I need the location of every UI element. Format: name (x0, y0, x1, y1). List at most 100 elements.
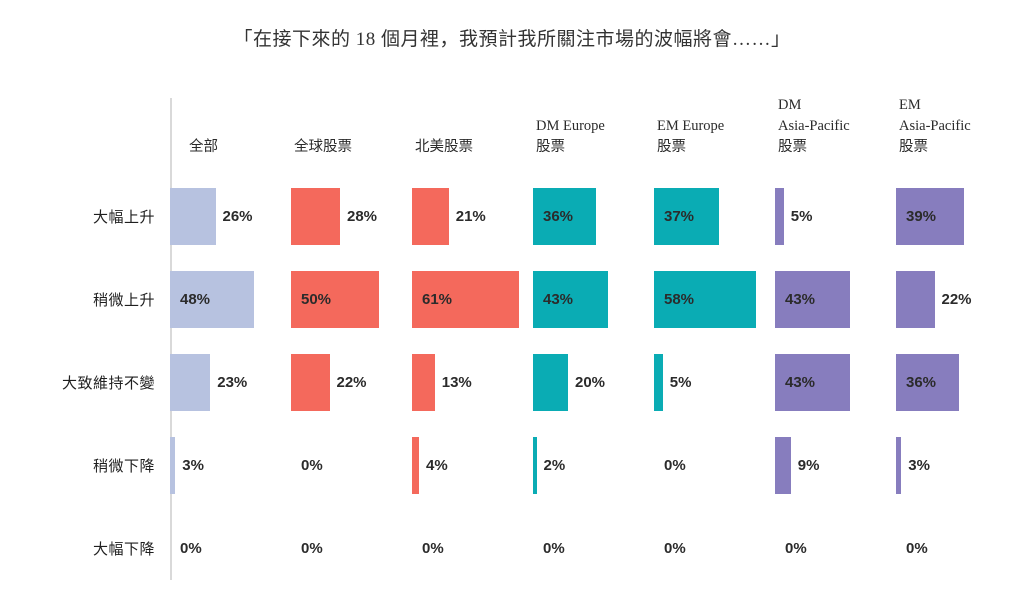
column-header-line: EM (899, 96, 921, 113)
value-label: 3% (182, 457, 204, 474)
bar (654, 354, 663, 411)
bar-cell: 4% (412, 437, 533, 494)
bar-cell: 0% (775, 520, 896, 577)
chart-row: 大幅下降 0% 0% 0% 0% 0% 0% 0% (0, 507, 1024, 590)
bar: 43% (775, 271, 851, 328)
column-header: 北美股票 (412, 137, 533, 158)
column-header-line: DM (778, 96, 802, 113)
column-header: DM Europe 股票 (533, 116, 654, 158)
value-label: 5% (669, 374, 692, 391)
bar-cell: 13% (412, 354, 533, 411)
bar-cell: 61% (412, 271, 533, 328)
row-label: 稍微下降 (92, 459, 155, 475)
value-label: 4% (426, 457, 448, 474)
bar-cell: 58% (654, 271, 775, 328)
column-header-line: 全部 (189, 138, 218, 155)
column-header: 全部 (170, 137, 291, 158)
chart-row: 稍微上升 48% 50% 61% 43% 58% 43% 22% (0, 258, 1024, 341)
column-header: 全球股票 (291, 137, 412, 158)
column-header-line: 股票 (536, 138, 565, 155)
column-header: DM Asia-Pacific 股票 (775, 95, 896, 158)
bar-cell: 23% (170, 354, 291, 411)
bar (896, 437, 902, 494)
row-label: 大幅上升 (92, 210, 155, 226)
bar-cell: 43% (775, 354, 896, 411)
column-header-line: 北美股票 (415, 138, 473, 155)
column-header-line: EM Europe (657, 117, 725, 134)
bar: 36% (533, 188, 596, 245)
column-header: EM Asia-Pacific 股票 (896, 95, 1017, 158)
bar (775, 437, 791, 494)
value-label: 22% (336, 374, 367, 391)
value-label: 39% (906, 208, 937, 225)
bar-cell: 50% (291, 271, 412, 328)
value-label: 5% (790, 208, 813, 225)
value-label: 3% (908, 457, 930, 474)
value-label: 23% (217, 374, 248, 391)
bar-cell: 26% (170, 188, 291, 245)
value-label: 0% (664, 457, 686, 474)
column-header-line: 股票 (657, 138, 686, 155)
bar: 36% (896, 354, 959, 411)
bar-cell: 43% (533, 271, 654, 328)
column-header-line: Asia-Pacific (778, 117, 850, 134)
bar: 50% (291, 271, 379, 328)
value-label: 43% (785, 291, 816, 308)
value-label: 0% (422, 540, 444, 557)
bar-cell: 0% (654, 437, 775, 494)
bar (775, 188, 784, 245)
bar-cell: 3% (896, 437, 1017, 494)
bar: 37% (654, 188, 719, 245)
value-label: 13% (441, 374, 472, 391)
chart-title: 「在接下來的 18 個月裡，我預計我所關注市場的波幅將會……」 (233, 29, 791, 50)
row-label: 大致維持不變 (61, 376, 155, 392)
bar-cell: 36% (896, 354, 1017, 411)
value-label: 26% (222, 208, 253, 225)
bar-cell: 0% (291, 437, 412, 494)
chart-row: 稍微下降 3% 0% 4% 2% 0% 9% 3% (0, 424, 1024, 507)
value-label: 28% (347, 208, 378, 225)
column-header-line: 股票 (899, 138, 928, 155)
column-header-line: 股票 (778, 138, 807, 155)
bar: 43% (533, 271, 609, 328)
bar: 39% (896, 188, 965, 245)
value-label: 20% (575, 374, 606, 391)
bar-cell: 0% (654, 520, 775, 577)
bar-cell: 43% (775, 271, 896, 328)
value-label: 0% (543, 540, 565, 557)
bar-cell: 37% (654, 188, 775, 245)
column-header-line: Asia-Pacific (899, 117, 971, 134)
bar-cell: 21% (412, 188, 533, 245)
chart-body: 大幅上升 26% 28% 21% 36% 37% 5% 39% 稍微上升 48% 50% 61% 43%… (0, 175, 1024, 590)
bar (533, 437, 537, 494)
column-headers: 全部 全球股票 北美股票 DM Europe 股票 EM Europe 股票 DM Asia-P… (170, 94, 1017, 158)
bar-cell: 28% (291, 188, 412, 245)
bar: 61% (412, 271, 519, 328)
bar-cell: 36% (533, 188, 654, 245)
bar-cell: 39% (896, 188, 1017, 245)
value-label: 50% (301, 291, 332, 308)
value-label: 43% (785, 374, 816, 391)
bar-cell: 0% (170, 520, 291, 577)
value-label: 0% (785, 540, 807, 557)
row-label: 大幅下降 (92, 542, 155, 558)
value-label: 0% (180, 540, 202, 557)
bar-cell: 22% (291, 354, 412, 411)
bar (170, 188, 216, 245)
bar-cell: 2% (533, 437, 654, 494)
value-label: 0% (906, 540, 928, 557)
bar: 43% (775, 354, 851, 411)
bar-cell: 5% (654, 354, 775, 411)
column-header-line: 全球股票 (294, 138, 352, 155)
value-label: 61% (422, 291, 453, 308)
bar (412, 354, 435, 411)
value-label: 36% (543, 208, 574, 225)
column-header-line: DM Europe (536, 117, 605, 134)
bar-cell: 0% (533, 520, 654, 577)
value-label: 9% (797, 457, 820, 474)
value-label: 22% (941, 291, 972, 308)
value-label: 0% (301, 540, 323, 557)
value-label: 36% (906, 374, 937, 391)
bar-cell: 9% (775, 437, 896, 494)
